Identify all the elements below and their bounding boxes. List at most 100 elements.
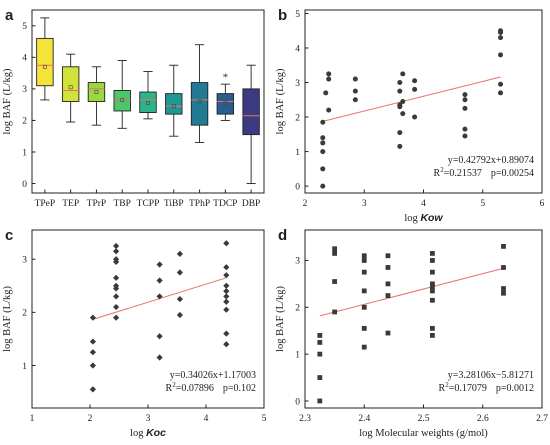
data-point [320,135,326,141]
r-squared-value: =0.21537 [444,168,482,179]
box-mean [42,64,47,69]
data-point [113,242,120,250]
data-point [361,269,367,275]
box-iqr [36,37,54,87]
data-point [498,35,504,41]
panel-c-scatter-koc: c 1 2 3 log BAF (L/kg) 1 2 3 4 5 log Koc y=0.34026x… [2,227,267,439]
data-point [501,286,506,291]
data-point [326,71,332,77]
data-point [89,314,96,321]
data-point [176,311,183,319]
data-point [113,303,120,311]
r-squared-superscript: 2 [172,381,176,389]
box-iqr [216,93,235,115]
data-point [501,265,506,270]
data-point [462,133,468,139]
data-point [352,97,358,103]
data-point [320,119,326,125]
data-point [397,88,403,94]
data-point [361,288,367,294]
y-tick-label: 0 [295,397,300,407]
data-point [223,306,230,313]
data-point [397,80,403,86]
data-point [462,92,468,98]
data-point [320,149,326,155]
regression-equation: y=0.34026x+1.17003 [170,370,256,381]
panel-d-scatter-molecular-weight: d 0 1 2 3 log BAF (L/kg) 2.3 2.4 2.5 2.6 2.7 log Mo… [275,227,548,439]
data-point [317,398,323,404]
data-point [462,126,468,132]
data-point [156,277,163,284]
y-axis-label: log BAF (L/kg) [2,286,13,352]
data-point [223,264,230,271]
data-point [332,251,338,256]
data-point [223,341,230,348]
data-point [385,330,391,336]
data-point [326,76,332,82]
box-tprp [87,66,106,126]
data-point [429,288,435,294]
box-iqr [61,66,80,102]
box-mean [249,109,254,113]
data-point [320,140,326,146]
r-squared-value: =0.17079 [449,383,487,394]
data-point [400,71,406,77]
plot-frame [31,229,265,409]
box-mean [120,98,125,102]
x-tick-label: TBP [114,199,131,209]
box-tbp [113,60,131,129]
x-tick-label: 4 [204,414,209,424]
x-tick-label: DBP [242,199,260,209]
outlier-point: * [223,71,229,83]
box-tpep [36,17,54,101]
regression-equation: y=3.28106x−5.81271 [448,370,534,381]
data-point [223,282,230,289]
r-squared-symbol: R [166,383,173,394]
x-axis-label-prefix: log [404,213,420,224]
data-point [176,250,183,258]
box-tep [61,53,80,123]
box-mean [94,90,99,94]
data-point [320,183,326,189]
data-point [332,279,338,284]
data-point [89,338,96,345]
data-point [498,52,504,58]
data-point [223,240,230,247]
box-tphp [190,44,209,143]
y-tick-label: 2 [295,304,300,314]
r-squared-value: =0.07896 [176,383,214,394]
x-tick-label: 2 [88,414,93,424]
x-tick-label: TPeP [35,199,56,209]
data-point [326,107,332,113]
x-tick-label: 5 [262,414,267,424]
data-point [113,293,120,300]
y-tick-label: 5 [295,10,300,20]
y-tick-label: 2 [22,309,27,319]
p-value: p=0.0012 [496,383,534,394]
x-axis-label: log Kow [404,212,443,224]
data-point [223,330,230,337]
data-point [176,295,183,303]
r-squared-and-p: R2=0.17079 p=0.0012 [439,381,534,394]
y-tick-label: 4 [22,54,27,64]
box-mean [146,101,150,105]
x-tick-label: 3 [146,414,151,424]
x-axis-label-prefix: log [130,428,146,439]
data-point [462,97,468,103]
box-iqr [87,82,106,102]
data-point [156,293,163,300]
x-tick-label: 2.6 [477,414,489,424]
x-tick-label: TEP [62,199,79,209]
data-point [429,332,435,338]
panel-letter: c [5,227,13,244]
data-point [332,246,338,252]
data-point [429,281,435,287]
data-point [498,90,504,96]
y-tick-label: 3 [22,85,27,95]
x-axis-label: log Koc [130,427,166,439]
r-squared-symbol: R [434,168,441,179]
plot-frame [304,229,543,409]
y-axis-label: log BAF (L/kg) [275,286,286,352]
y-tick-label: 2 [22,117,27,127]
